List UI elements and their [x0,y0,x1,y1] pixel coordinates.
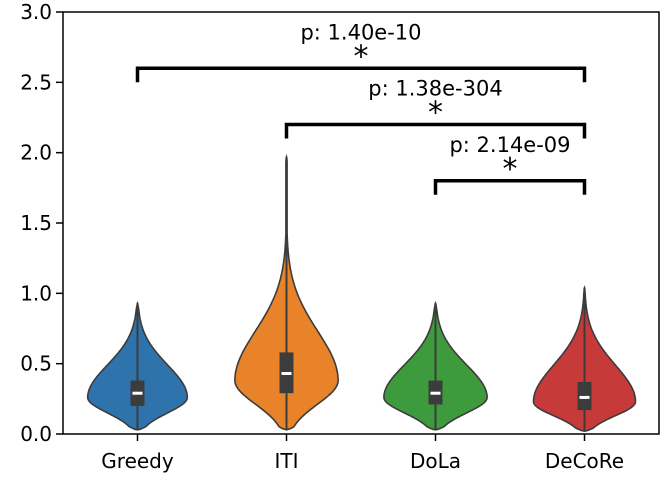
y-tick-label: 0.0 [20,422,52,446]
p-value-label-1: p: 1.38e-304 [368,77,502,101]
p-value-label-2: p: 2.14e-09 [449,133,570,157]
x-tick-label: ITI [274,449,298,473]
significance-star-1: * [428,96,443,131]
axes-layer: 0.0 0.5 1.0 1.5 2.0 2.5 3.0 Greedy ITI DoLa DeCoRe [20,0,660,473]
significance-brackets: *p: 1.40e-10*p: 1.38e-304*p: 2.14e-09 [135,20,587,195]
x-tick-label: Greedy [101,449,174,473]
significance-star-0: * [354,39,369,74]
x-tick-label: DeCoRe [545,449,624,473]
y-tick-label: 0.5 [20,352,52,376]
x-tick-label: DoLa [410,449,461,473]
y-tick-label: 1.0 [20,281,52,305]
y-tick-label: 2.0 [20,141,52,165]
bracket-0 [135,66,587,83]
y-tick-label: 2.5 [20,70,52,94]
y-tick-label: 3.0 [20,0,52,24]
y-tick-label: 1.5 [20,211,52,235]
bracket-1 [284,122,587,139]
bracket-2 [433,179,587,195]
violins-layer [86,153,637,433]
p-value-label-0: p: 1.40e-10 [300,20,421,44]
significance-star-2: * [503,152,518,187]
